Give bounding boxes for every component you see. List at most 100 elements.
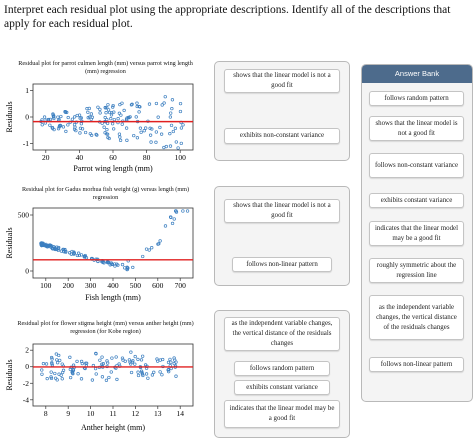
placed-chip[interactable]: shows that the linear model is not a goo… — [224, 69, 340, 93]
data-point — [102, 125, 106, 129]
question-prompt: Interpret each residual plot using the a… — [4, 4, 451, 30]
x-tick-label: 100 — [175, 153, 187, 162]
dropzone-plot-2[interactable]: shows that the linear model is not a goo… — [214, 186, 350, 286]
bank-chip[interactable]: follows non-constant variance — [369, 153, 464, 178]
data-point — [131, 265, 135, 270]
data-point — [156, 115, 160, 119]
data-point — [96, 105, 100, 109]
data-point — [112, 127, 116, 131]
data-point — [154, 101, 159, 106]
data-point — [118, 102, 122, 107]
data-point — [172, 217, 176, 221]
data-point — [144, 247, 149, 251]
bank-chip[interactable]: follows non-linear pattern — [369, 357, 464, 372]
data-point — [78, 126, 83, 130]
bank-chip[interactable]: indicates that the linear model may be a… — [369, 221, 464, 246]
data-point — [98, 358, 102, 362]
data-point — [89, 117, 93, 121]
data-point — [64, 129, 68, 134]
data-point — [148, 133, 153, 137]
data-point — [49, 375, 53, 379]
data-point — [140, 370, 144, 375]
placed-chip[interactable]: exhibits constant variance — [234, 380, 330, 395]
data-point — [44, 362, 49, 366]
data-point — [76, 372, 80, 376]
data-point — [131, 359, 135, 363]
bank-chip[interactable]: exhibits constant variance — [369, 193, 464, 208]
x-tick-label: 10 — [87, 409, 95, 418]
data-point — [52, 246, 56, 251]
data-point — [133, 354, 137, 359]
data-point — [178, 101, 183, 106]
data-point — [162, 101, 166, 105]
data-point — [80, 361, 84, 366]
placed-chip[interactable]: as the independent variable changes, the… — [224, 317, 340, 351]
data-point — [52, 127, 56, 132]
data-point — [106, 261, 110, 265]
x-tick-label: 40 — [76, 153, 84, 162]
residual-plot-2: Residual plot for Gadus morhua fish weig… — [3, 186, 198, 308]
placed-chip[interactable]: follows random pattern — [234, 361, 330, 376]
data-point — [46, 117, 51, 122]
data-point — [116, 117, 120, 121]
data-point — [59, 249, 64, 253]
data-point — [78, 131, 82, 135]
data-point — [94, 351, 98, 356]
data-point — [55, 378, 59, 382]
x-tick-label: 13 — [154, 409, 162, 418]
plot-1-chart: 20 40 60 80 100 1 0 -1 Parrot wing length (mm) Re… — [5, 83, 194, 173]
bank-chip[interactable]: follows random pattern — [369, 91, 464, 106]
data-point — [89, 112, 94, 116]
bank-chip[interactable]: roughly symmetric about the regression l… — [369, 258, 464, 283]
data-point — [72, 127, 77, 131]
data-point — [118, 135, 122, 139]
data-point — [82, 254, 86, 259]
plot-frame — [32, 207, 194, 279]
data-point — [47, 244, 51, 248]
data-point — [110, 122, 115, 126]
data-point — [141, 254, 145, 259]
data-point — [179, 126, 184, 130]
data-point — [159, 132, 164, 136]
data-point — [162, 145, 166, 150]
data-point — [39, 241, 43, 246]
data-point — [168, 132, 172, 136]
dropzone-plot-1[interactable]: shows that the linear model is not a goo… — [214, 61, 350, 161]
data-point — [126, 266, 130, 270]
data-point — [174, 209, 178, 213]
data-point — [168, 144, 173, 148]
data-point — [40, 243, 44, 247]
data-point — [134, 115, 138, 119]
bank-chip[interactable]: as the independent variable changes, the… — [369, 295, 464, 340]
data-point — [169, 215, 173, 220]
placed-chip[interactable]: follows non-linear pattern — [232, 257, 332, 272]
data-point — [42, 115, 47, 119]
dropzone-plot-3[interactable]: as the independent variable changes, the… — [214, 310, 350, 438]
placed-chip[interactable]: indicates that the linear model may be a… — [224, 400, 340, 428]
data-point — [66, 115, 70, 120]
placed-chip[interactable]: exhibits non-constant variance — [224, 128, 340, 144]
data-point — [84, 361, 88, 365]
data-point — [105, 132, 109, 136]
placed-chip[interactable]: shows that the linear model is not a goo… — [224, 199, 340, 223]
data-point — [98, 111, 102, 115]
data-point — [135, 101, 139, 105]
data-point — [68, 375, 73, 380]
bank-chip[interactable]: shows that the linear model is not a goo… — [369, 116, 464, 141]
data-point — [115, 377, 119, 382]
data-point — [141, 354, 145, 358]
data-point — [174, 374, 178, 378]
data-point — [113, 264, 117, 268]
data-point — [58, 123, 62, 128]
y-tick-label: 500 — [18, 211, 30, 220]
data-point — [169, 111, 173, 115]
y-tick-label: -4 — [23, 395, 29, 404]
data-point — [68, 355, 72, 359]
data-point — [79, 377, 84, 381]
data-point — [112, 117, 116, 122]
data-point — [129, 350, 133, 354]
data-point — [53, 371, 57, 376]
data-point — [88, 115, 92, 119]
data-point — [135, 136, 140, 140]
data-point — [105, 128, 109, 132]
